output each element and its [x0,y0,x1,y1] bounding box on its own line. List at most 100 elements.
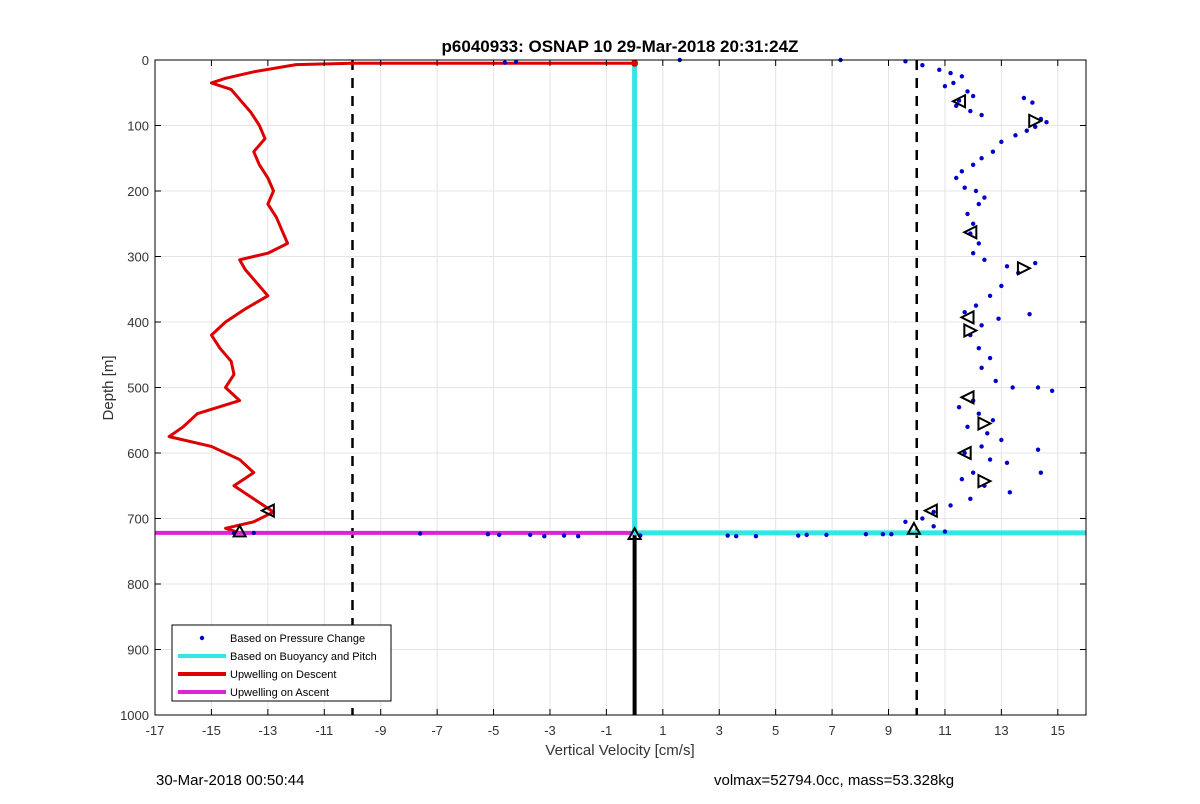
x-tick-label: -15 [202,723,221,738]
marker-triangle-up [906,520,922,535]
pressure-change-point [863,532,869,537]
pressure-change-point [824,532,829,538]
pressure-change-point [1035,447,1041,452]
x-tick-label: -9 [375,723,387,738]
pressure-change-point [979,156,984,161]
pressure-change-point [973,188,979,194]
y-tick-label: 800 [127,577,149,592]
pressure-change-point [979,323,984,328]
pressure-change-point [996,316,1001,321]
x-tick-label: -3 [544,723,556,738]
pressure-change-point [496,532,502,538]
triangle-markers [231,59,1044,541]
legend: Based on Pressure Change Based on Buoyanc… [171,624,392,702]
pressure-change-point [1038,470,1044,475]
reference-lines [351,60,918,715]
pressure-change-point [1024,128,1029,133]
pressure-change-point [880,532,886,537]
pressure-change-point [1044,120,1049,125]
marker-triangle-left [950,93,967,109]
pressure-change-point [889,532,894,537]
pressure-change-point [725,533,730,538]
y-tick-label: 300 [127,250,149,265]
legend-label: Based on Pressure Change [230,633,365,645]
pressure-change-point [948,70,953,76]
y-tick-label: 200 [127,184,149,199]
marker-triangle-right [977,473,993,489]
pressure-change-point [542,533,547,539]
pressure-change-point [959,169,965,174]
y-tick-label: 1000 [120,708,149,723]
pressure-change-point [965,424,970,429]
pressure-change-point [1013,133,1018,138]
x-tick-label: 15 [1051,723,1065,738]
legend-label: Based on Buoyancy and Pitch [230,651,377,663]
x-tick-label: -17 [146,723,165,738]
x-tick-label: -11 [315,723,333,738]
pressure-change-point [251,530,256,536]
footer-volmax-mass: volmax=52794.0cc, mass=53.328kg [714,772,955,789]
marker-triangle-right [963,322,979,339]
marker-triangle-left [956,445,972,461]
pressure-change-point [502,60,508,65]
pressure-change-point [979,112,984,118]
pressure-change-point [968,108,973,114]
x-tick-label: 5 [772,723,779,738]
pressure-change-point [982,257,987,262]
marker-triangle-up [626,526,643,541]
marker-triangle-right [977,415,993,432]
pressure-change-point [948,503,953,508]
y-tick-label: 600 [127,446,149,461]
pressure-change-point [528,532,533,538]
pressure-change-point [990,149,996,154]
pressure-change-point [954,103,959,109]
y-tick-label: 100 [127,119,149,134]
data-series [155,57,1086,539]
y-tick-label: 500 [127,381,149,396]
pressure-change-point [956,404,962,410]
x-tick-label: 1 [659,723,666,738]
legend-label: Upwelling on Ascent [230,687,329,699]
pressure-change-point [1004,460,1010,466]
marker-triangle-left [959,309,975,326]
pressure-change-point [485,532,491,537]
pressure-change-point [561,533,567,538]
buoyancy-pitch-line [632,63,1086,536]
pressure-change-point [903,519,908,524]
pressure-change-point [979,365,984,371]
axis-ticks: -17 -15 -13 -11 -9 -7 -5 -3 -1 1 3 5 7 9 11 13 150100200… [120,53,1086,738]
pressure-change-point [920,516,925,521]
x-tick-label: -7 [431,723,443,738]
x-tick-label: -5 [488,723,500,738]
pressure-change-point [513,59,519,65]
pressure-change-point [962,185,967,190]
pressure-change-point [920,63,925,68]
y-tick-label: 400 [127,315,149,330]
pressure-change-point [979,444,984,449]
marker-triangle-left [259,503,275,519]
marker-dot [631,59,639,67]
marker-triangle-left [922,503,938,519]
pressure-change-point [959,477,965,482]
pressure-change-point [1007,490,1013,495]
x-tick-label: 3 [716,723,723,738]
pressure-change-point [962,309,967,315]
pressure-change-point [976,201,981,207]
pressure-change-point [1027,311,1032,317]
x-tick-label: 13 [994,723,1008,738]
pressure-change-point [1004,264,1010,269]
marker-triangle-right [1016,260,1033,276]
x-tick-label: 7 [828,723,835,738]
pressure-change-point [951,80,956,86]
y-axis-label: Depth [m] [100,355,117,420]
marker-triangle-up [231,523,248,538]
chart-title: p6040933: OSNAP 10 29-Mar-2018 20:31:24Z [442,37,799,56]
pressure-change-point [965,89,970,94]
pressure-change-point [1021,95,1027,101]
pressure-change-point [1033,124,1038,130]
x-tick-label: 9 [885,723,892,738]
descent-upwelling-line [167,61,635,535]
pressure-change-point [931,509,936,515]
pressure-change-point [990,418,996,423]
